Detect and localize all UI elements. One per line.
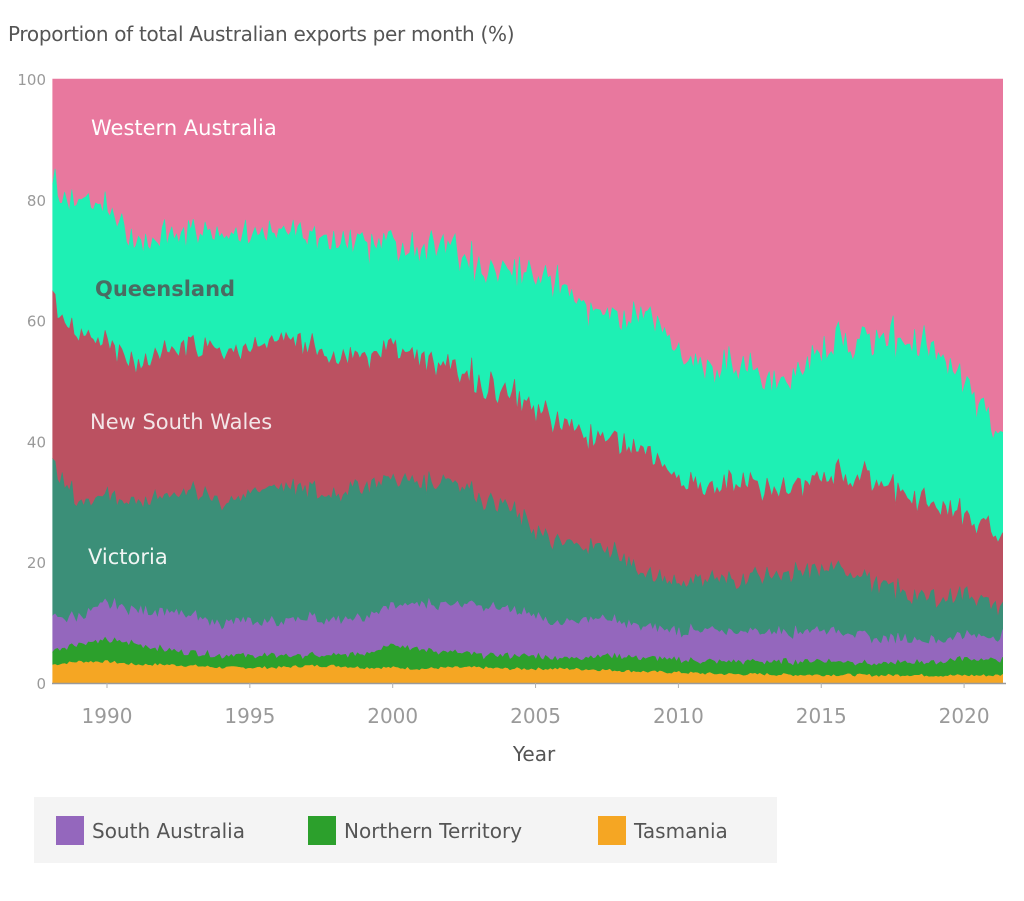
area-label-new-south-wales: New South Wales [90,410,272,434]
y-tick-label: 40 [27,433,46,451]
legend-swatch-northern-territory [308,816,336,845]
y-tick-label: 80 [27,192,46,210]
x-axis-label: Year [512,742,556,766]
y-tick-label: 60 [27,313,46,331]
y-tick-label: 20 [27,554,46,572]
legend-item-south-australia[interactable]: South Australia [56,816,245,845]
area-label-queensland: Queensland [95,277,235,301]
y-tick-label: 0 [36,675,46,693]
y-axis: 0 20 40 60 80 100 [17,71,46,693]
x-tick-label: 2015 [796,704,847,728]
x-tick-label: 1990 [82,704,133,728]
legend-swatch-tasmania [598,816,626,845]
x-axis: 1990 1995 2000 2005 2010 2015 2020 [52,683,1006,728]
stacked-area-chart: 0 20 40 60 80 100 1990 1995 2000 2005 2010 2015 202… [0,0,1024,790]
legend: South Australia Northern Territory Tasma… [34,797,777,863]
legend-swatch-south-australia [56,816,84,845]
area-label-western-australia: Western Australia [91,116,277,140]
area-label-victoria: Victoria [88,545,168,569]
legend-label: Tasmania [634,819,728,843]
x-tick-label: 2005 [510,704,561,728]
legend-item-tasmania[interactable]: Tasmania [598,816,728,845]
x-tick-label: 2010 [653,704,704,728]
area-layer [53,79,1003,683]
x-tick-label: 2000 [367,704,418,728]
x-tick-label: 1995 [224,704,275,728]
legend-label: Northern Territory [344,819,522,843]
legend-item-northern-territory[interactable]: Northern Territory [308,816,522,845]
x-tick-label: 2020 [939,704,990,728]
y-tick-label: 100 [17,71,46,89]
legend-label: South Australia [92,819,245,843]
